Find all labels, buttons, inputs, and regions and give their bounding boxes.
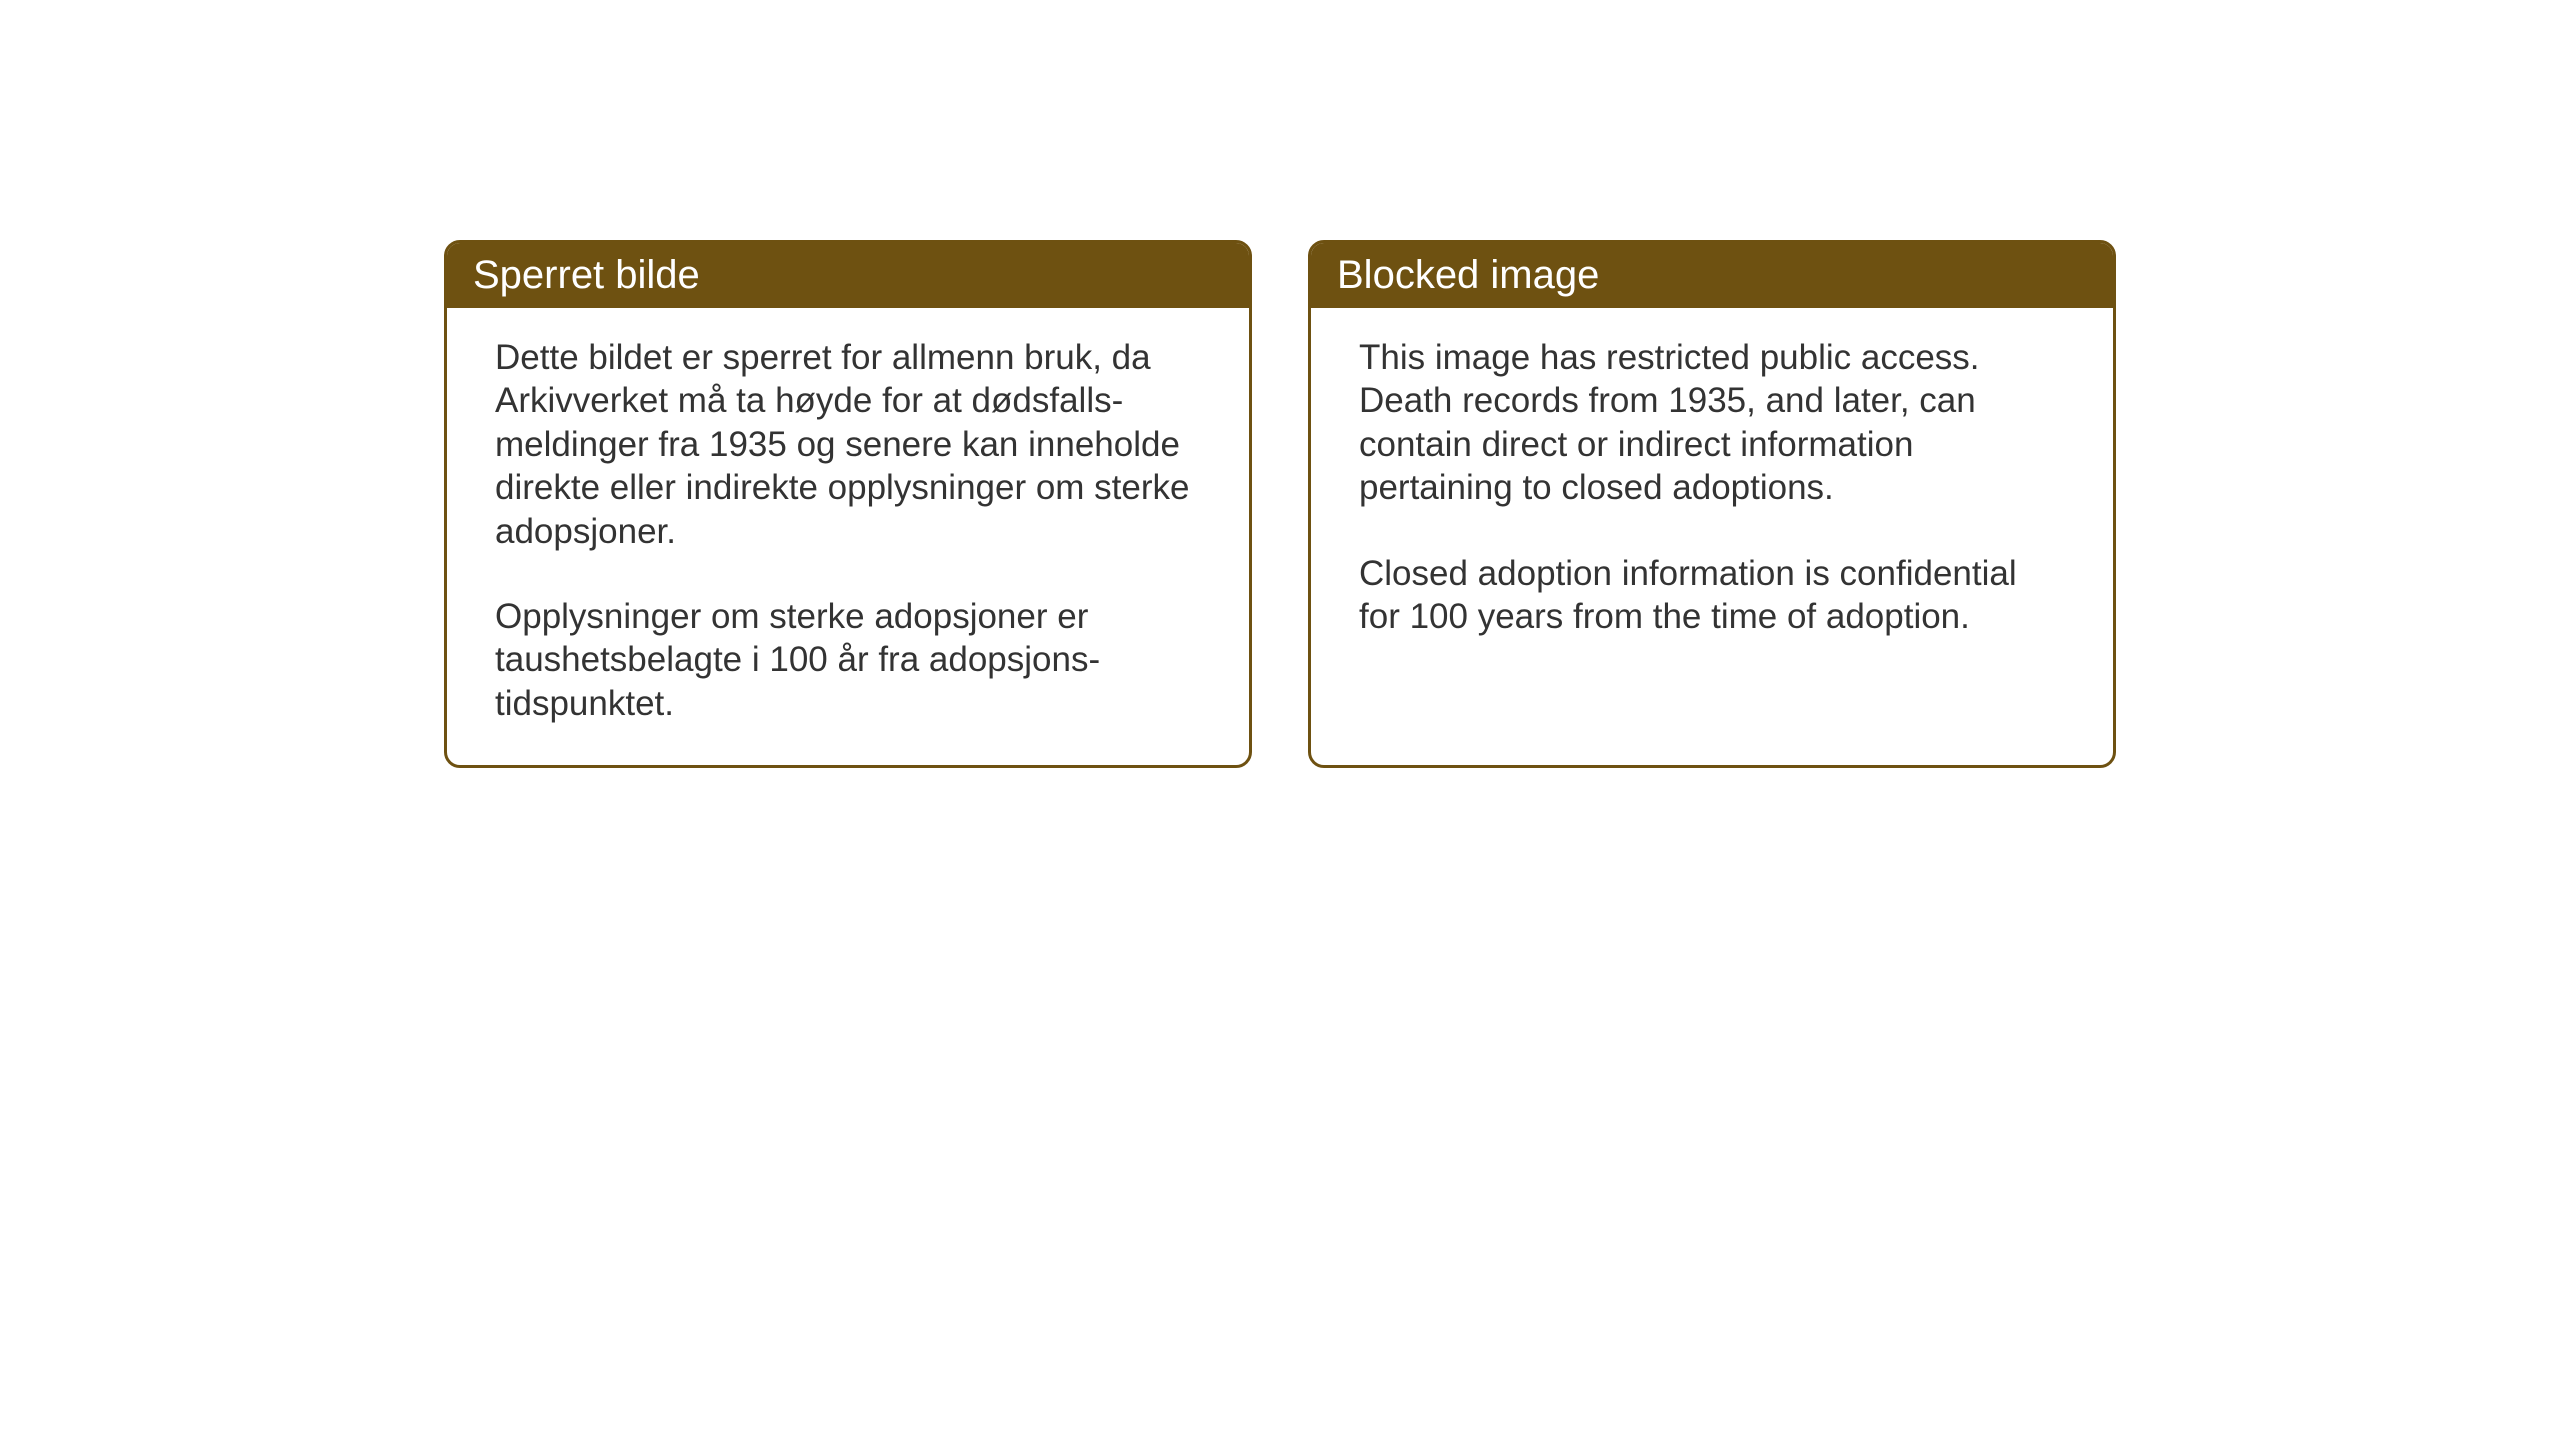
english-paragraph-1: This image has restricted public access.…	[1359, 336, 2065, 510]
norwegian-paragraph-2: Opplysninger om sterke adopsjoner er tau…	[495, 595, 1201, 725]
norwegian-card-body: Dette bildet er sperret for allmenn bruk…	[447, 308, 1249, 765]
norwegian-card-title: Sperret bilde	[447, 243, 1249, 308]
norwegian-paragraph-1: Dette bildet er sperret for allmenn bruk…	[495, 336, 1201, 553]
english-paragraph-2: Closed adoption information is confident…	[1359, 552, 2065, 639]
english-card-body: This image has restricted public access.…	[1311, 308, 2113, 678]
english-info-card: Blocked image This image has restricted …	[1308, 240, 2116, 768]
info-cards-container: Sperret bilde Dette bildet er sperret fo…	[444, 240, 2116, 768]
norwegian-info-card: Sperret bilde Dette bildet er sperret fo…	[444, 240, 1252, 768]
english-card-title: Blocked image	[1311, 243, 2113, 308]
